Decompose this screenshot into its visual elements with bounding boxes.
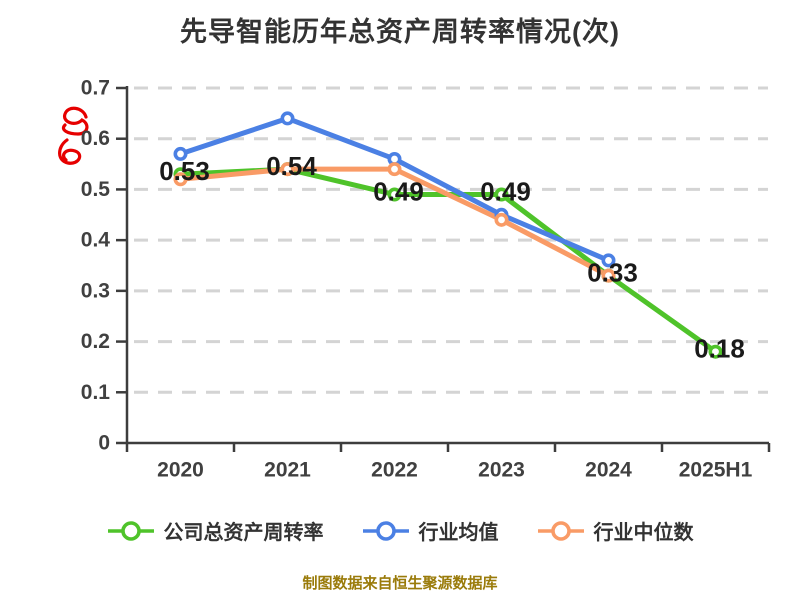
data-point-marker-2 [387,162,402,177]
data-point-marker-0 [494,187,509,202]
data-point-marker-1 [173,146,188,161]
legend-item-company[interactable]: 公司总资产周转率 [107,516,324,545]
legend-label-industry-average: 行业均值 [418,522,499,544]
y-tick-label: 0.1 [81,381,111,404]
red-scribble-icon [58,106,89,165]
data-point-label: 0.18 [694,334,745,364]
data-point-marker-1 [601,253,616,268]
data-point-label: 0.53 [159,156,210,186]
x-tick-label: 2022 [371,459,418,482]
data-point-marker-0 [708,344,723,359]
data-point-label: 0.49 [480,177,531,207]
y-tick-label: 0.6 [81,127,110,150]
data-point-marker-2 [601,268,616,283]
chart-title: 先导智能历年总资产周转率情况(次) [180,17,620,47]
x-tick-label: 2021 [264,459,311,482]
x-tick-label: 2024 [585,459,632,482]
y-tick-label: 0.5 [81,178,111,201]
data-point-marker-2 [280,162,295,177]
data-point-marker-0 [387,187,402,202]
source-note: 制图数据来自恒生聚源数据库 [302,575,498,592]
data-point-label: 0.33 [587,258,638,288]
data-point-label: 0.54 [266,151,317,181]
legend-marker-industry-average [362,520,409,541]
y-tick-label: 0.3 [81,279,110,302]
data-point-label: 0.49 [373,177,424,207]
legend-item-industry-median[interactable]: 行业中位数 [537,516,694,545]
x-tick-label: 2023 [478,459,525,482]
legend-marker-company [107,520,154,541]
legend-label-company: 公司总资产周转率 [163,522,324,544]
legend-label-industry-median: 行业中位数 [593,522,694,544]
y-tick-label: 0.2 [81,330,110,353]
y-tick-label: 0 [98,432,110,455]
y-tick-label: 0.7 [81,77,110,100]
legend: 公司总资产周转率 行业均值 行业中位数 [0,516,800,545]
data-point-marker-2 [173,172,188,187]
x-tick-label: 2025H1 [679,459,753,482]
data-point-marker-1 [280,111,295,126]
legend-item-industry-average[interactable]: 行业均值 [362,516,499,545]
x-tick-label: 2020 [157,459,204,482]
legend-marker-industry-median [537,520,584,541]
y-tick-label: 0.4 [81,229,111,252]
data-point-marker-2 [494,212,509,227]
